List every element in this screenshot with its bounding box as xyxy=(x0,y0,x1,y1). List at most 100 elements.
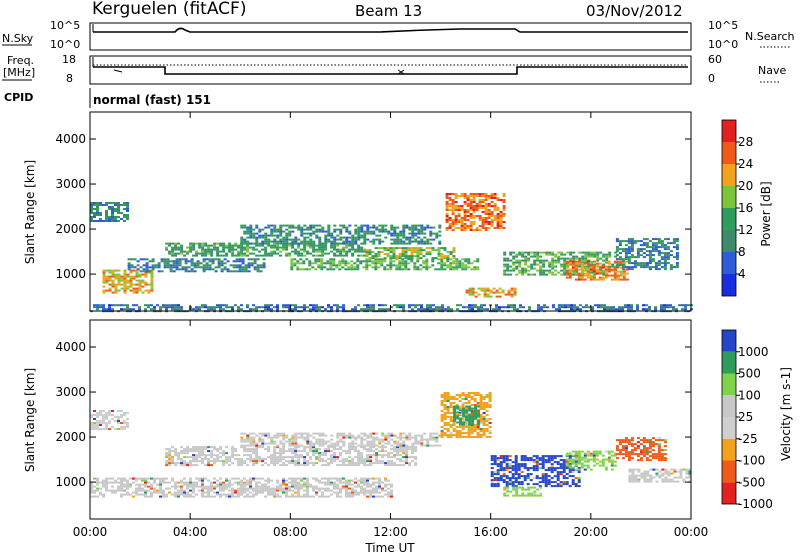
heatmap-cell xyxy=(482,404,486,406)
heatmap-cell xyxy=(187,270,191,273)
heatmap-cell xyxy=(285,248,289,251)
heatmap-cell xyxy=(252,228,256,231)
heatmap-cell xyxy=(303,242,307,245)
heatmap-cell xyxy=(595,278,599,281)
heatmap-cell xyxy=(312,444,316,447)
heatmap-cell xyxy=(395,258,399,261)
heatmap-cell xyxy=(613,270,617,273)
freq-trace xyxy=(93,66,688,75)
heatmap-cell xyxy=(288,244,292,247)
heatmap-cell xyxy=(132,304,135,307)
heatmap-cell xyxy=(414,226,418,229)
heatmap-cell xyxy=(488,400,492,402)
heatmap-cell xyxy=(273,495,276,498)
heatmap-cell xyxy=(384,477,387,480)
heatmap-cell xyxy=(453,417,457,420)
heatmap-cell xyxy=(440,396,444,398)
heatmap-cell xyxy=(416,266,420,269)
heatmap-cell xyxy=(459,304,462,307)
heatmap-cell xyxy=(384,224,388,227)
heatmap-cell xyxy=(538,459,542,462)
heatmap-cell xyxy=(402,236,406,239)
heatmap-cell xyxy=(605,257,609,260)
heatmap-cell xyxy=(666,246,670,249)
heatmap-cell xyxy=(178,264,182,267)
heatmap-cell xyxy=(234,448,238,451)
heatmap-cell xyxy=(375,238,379,241)
heatmap-cell xyxy=(473,268,477,271)
heatmap-cell xyxy=(551,271,555,274)
heatmap-cell xyxy=(479,428,483,430)
heatmap-cell xyxy=(438,242,442,245)
heatmap-cell xyxy=(408,436,412,439)
heatmap-cell xyxy=(183,462,187,465)
heatmap-cell xyxy=(99,424,102,426)
heatmap-cell xyxy=(318,246,322,249)
heatmap-cell xyxy=(171,460,175,463)
heatmap-cell xyxy=(471,415,475,418)
heatmap-cell xyxy=(348,456,352,459)
heatmap-cell xyxy=(96,477,99,480)
heatmap-cell xyxy=(90,487,93,490)
heatmap-cell xyxy=(235,264,239,267)
heatmap-cell xyxy=(362,266,366,269)
heatmap-cell xyxy=(231,489,234,492)
heatmap-cell xyxy=(363,479,366,482)
heatmap-cell xyxy=(615,266,619,269)
heatmap-cell xyxy=(642,266,646,269)
heatmap-cell xyxy=(231,495,234,498)
heatmap-cell xyxy=(411,224,415,227)
heatmap-cell xyxy=(354,462,358,465)
heatmap-cell xyxy=(395,264,399,267)
heatmap-cell xyxy=(453,411,457,414)
heatmap-cell xyxy=(249,234,253,237)
heatmap-cell xyxy=(249,495,252,498)
power-colorbar-tick-label: 20 xyxy=(738,179,753,193)
heatmap-cell xyxy=(384,228,388,231)
heatmap-cell xyxy=(180,460,184,463)
heatmap-cell xyxy=(369,483,372,486)
heatmap-cell xyxy=(627,248,631,251)
heatmap-cell xyxy=(663,260,667,263)
heatmap-cell xyxy=(217,258,221,261)
heatmap-cell xyxy=(592,270,596,273)
heatmap-cell xyxy=(243,450,247,453)
heatmap-cell xyxy=(186,491,189,494)
heatmap-cell xyxy=(150,491,153,494)
heatmap-cell xyxy=(288,477,291,480)
heatmap-cell xyxy=(616,276,620,279)
heatmap-cell xyxy=(153,489,156,492)
heatmap-cell xyxy=(282,246,286,249)
heatmap-cell xyxy=(440,410,444,412)
heatmap-cell xyxy=(273,491,276,494)
heatmap-cell xyxy=(315,432,319,435)
heatmap-cell xyxy=(180,493,183,496)
heatmap-cell xyxy=(507,291,511,294)
heatmap-cell xyxy=(481,199,485,201)
heatmap-cell xyxy=(270,304,273,307)
heatmap-cell xyxy=(462,306,465,309)
heatmap-cell xyxy=(291,242,295,245)
heatmap-cell xyxy=(660,308,663,311)
heatmap-cell xyxy=(351,434,355,437)
heatmap-cell xyxy=(126,426,129,428)
heatmap-cell xyxy=(249,246,253,249)
heatmap-cell xyxy=(503,251,507,254)
heatmap-cell xyxy=(279,442,283,445)
heatmap-cell xyxy=(435,234,439,237)
heatmap-cell xyxy=(366,224,370,227)
heatmap-cell xyxy=(171,308,174,311)
heatmap-cell xyxy=(610,268,614,271)
heatmap-cell xyxy=(366,477,369,480)
heatmap-cell xyxy=(453,409,457,412)
heatmap-cell xyxy=(279,246,283,249)
heatmap-cell xyxy=(246,228,250,231)
heatmap-cell xyxy=(300,226,304,229)
heatmap-cell xyxy=(499,223,503,225)
heatmap-cell xyxy=(446,434,450,436)
heatmap-cell xyxy=(399,458,403,461)
heatmap-cell xyxy=(246,481,249,484)
heatmap-cell xyxy=(490,201,494,203)
heatmap-cell xyxy=(300,485,303,488)
heatmap-cell xyxy=(423,240,427,243)
